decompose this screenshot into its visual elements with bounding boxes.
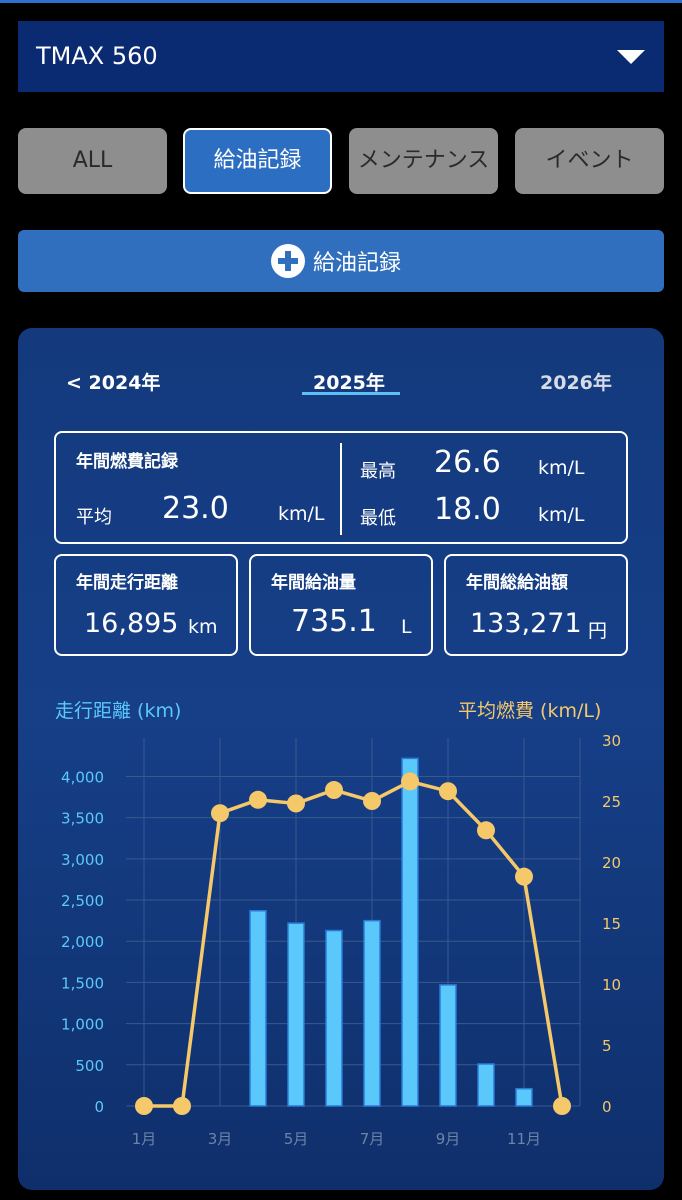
fuel-economy-line xyxy=(144,779,564,1108)
tab-events[interactable]: イベント xyxy=(515,128,664,194)
right-tick-label: 10 xyxy=(602,976,621,994)
distance-bar xyxy=(515,1087,533,1107)
distance-title: 年間走行距離 xyxy=(76,573,178,593)
x-tick-label: 3月 xyxy=(208,1130,233,1148)
fuel-economy-point xyxy=(553,1097,571,1115)
left-tick-label: 1,500 xyxy=(61,974,104,992)
chevron-down-icon[interactable] xyxy=(617,50,645,64)
right-tick-label: 30 xyxy=(602,732,621,750)
min-unit: km/L xyxy=(538,504,585,526)
monthly-chart: 0 500 1,000 1,500 2,000 2,500 3,000 3,500 4,000 0… xyxy=(61,732,621,1148)
right-tick-label: 25 xyxy=(602,793,621,811)
annual-fuel-cost-card: 年間総給油額 133,271 円 xyxy=(444,554,628,656)
fuel-amount-unit: L xyxy=(401,616,412,638)
fuel-economy-point xyxy=(477,821,495,840)
distance-unit: km xyxy=(188,616,218,638)
fuel-economy-point xyxy=(363,792,381,810)
fuel-economy-point xyxy=(401,772,419,791)
right-tick-label: 20 xyxy=(602,854,621,872)
annual-fuel-economy-card: 年間燃費記録 平均 23.0 km/L 最高 26.6 km/L 最低 18.0… xyxy=(54,431,628,544)
average-value: 23.0 xyxy=(162,491,229,526)
fuel-cost-value: 133,271 xyxy=(470,608,582,639)
distance-value: 16,895 xyxy=(84,608,179,639)
distance-bar xyxy=(363,919,381,1107)
fuel-economy-point xyxy=(249,790,267,809)
left-tick-label: 2,500 xyxy=(61,892,104,910)
right-tick-label: 15 xyxy=(602,915,621,933)
distance-bar xyxy=(401,757,419,1107)
right-axis-title: 平均燃費 (km/L) xyxy=(458,700,602,722)
distance-bar xyxy=(287,922,305,1107)
fuel-amount-value: 735.1 xyxy=(291,604,377,639)
plus-circle-icon xyxy=(271,244,305,278)
tab-fuel-records[interactable]: 給油記録 xyxy=(183,128,332,194)
fuel-economy-point xyxy=(211,804,229,823)
distance-bar xyxy=(477,1063,495,1107)
left-tick-label: 2,000 xyxy=(61,933,104,951)
fuel-economy-point xyxy=(173,1097,191,1115)
fuel-economy-point xyxy=(135,1097,153,1115)
x-tick-label: 11月 xyxy=(507,1130,541,1148)
x-tick-label: 7月 xyxy=(360,1130,385,1148)
min-label: 最低 xyxy=(360,508,396,529)
right-tick-label: 5 xyxy=(602,1037,612,1055)
fuel-cost-unit: 円 xyxy=(588,620,608,642)
max-value: 26.6 xyxy=(434,445,501,480)
vehicle-name: TMAX 560 xyxy=(36,42,158,70)
left-tick-label: 3,000 xyxy=(61,851,104,869)
fuel-economy-point xyxy=(439,782,457,801)
left-tick-label: 4,000 xyxy=(61,768,104,786)
left-tick-label: 1,000 xyxy=(61,1016,104,1034)
fuel-economy-point xyxy=(325,781,343,800)
current-year-underline xyxy=(302,392,400,395)
x-tick-label: 5月 xyxy=(284,1130,309,1148)
add-fuel-record-button[interactable]: 給油記録 xyxy=(18,230,664,292)
fuel-economy-point xyxy=(287,794,305,813)
tab-all[interactable]: ALL xyxy=(18,128,167,194)
average-label: 平均 xyxy=(76,507,112,528)
distance-bar xyxy=(439,984,457,1107)
stats-panel: < 2024年 2025年 2026年 年間燃費記録 平均 23.0 km/L … xyxy=(18,328,664,1190)
average-unit: km/L xyxy=(278,503,325,525)
tab-maintenance[interactable]: メンテナンス xyxy=(349,128,498,194)
annual-fuel-amount-card: 年間給油量 735.1 L xyxy=(249,554,433,656)
left-axis-title: 走行距離 (km) xyxy=(55,700,182,722)
left-tick-label: 0 xyxy=(94,1098,104,1116)
left-tick-label: 500 xyxy=(75,1057,104,1075)
fuel-economy-point xyxy=(515,867,533,886)
distance-bar xyxy=(249,910,267,1107)
min-value: 18.0 xyxy=(434,492,501,527)
left-tick-label: 3,500 xyxy=(61,810,104,828)
current-year: 2025年 xyxy=(313,372,385,394)
x-tick-label: 1月 xyxy=(132,1130,157,1148)
right-tick-label: 0 xyxy=(602,1098,612,1116)
vehicle-selector[interactable]: TMAX 560 xyxy=(18,21,664,92)
fuel-economy-title: 年間燃費記録 xyxy=(76,452,178,472)
distance-bar xyxy=(325,929,343,1107)
fuel-cost-title: 年間総給油額 xyxy=(466,573,568,593)
next-year-link[interactable]: 2026年 xyxy=(540,372,612,394)
max-unit: km/L xyxy=(538,457,585,479)
top-accent-line xyxy=(0,0,682,3)
fuel-amount-title: 年間給油量 xyxy=(271,573,356,593)
max-label: 最高 xyxy=(360,461,396,482)
annual-distance-card: 年間走行距離 16,895 km xyxy=(54,554,238,656)
previous-year-link[interactable]: < 2024年 xyxy=(66,372,161,394)
add-fuel-record-label: 給油記録 xyxy=(313,251,402,276)
x-tick-label: 9月 xyxy=(436,1130,461,1148)
divider xyxy=(340,443,342,535)
